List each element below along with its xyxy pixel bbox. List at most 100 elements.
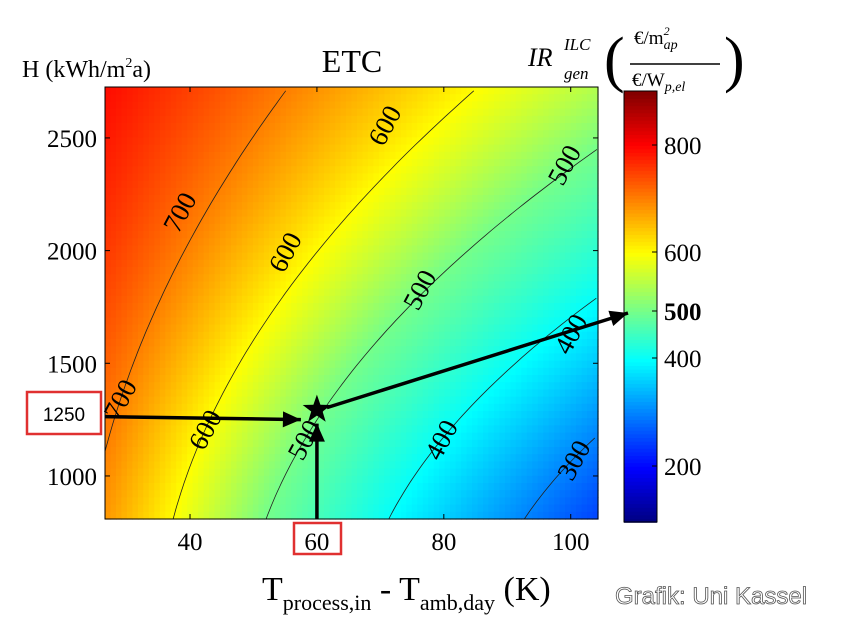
heatmap-cell <box>428 87 435 95</box>
heatmap-cell <box>159 209 166 218</box>
heatmap-cell <box>126 137 133 146</box>
heatmap-cell <box>110 461 117 470</box>
heatmap-cell <box>324 137 331 146</box>
heatmap-cell <box>406 447 413 455</box>
heatmap-cell <box>483 151 490 160</box>
heatmap-cell <box>192 411 199 419</box>
heatmap-cell <box>450 108 457 117</box>
heatmap-cell <box>220 173 227 182</box>
heatmap-cell <box>148 475 155 484</box>
heatmap-cell <box>236 159 243 167</box>
heatmap-cell <box>187 180 194 189</box>
heatmap-cell <box>274 403 281 412</box>
heatmap-cell <box>554 454 561 462</box>
heatmap-cell <box>116 144 123 153</box>
heatmap-cell <box>554 87 561 95</box>
heatmap-cell <box>236 353 243 362</box>
heatmap-cell <box>132 223 139 232</box>
heatmap-cell <box>154 115 161 124</box>
heatmap-cell <box>214 130 221 138</box>
heatmap-cell <box>439 396 446 405</box>
heatmap-cell <box>504 454 511 462</box>
heatmap-cell <box>417 490 424 498</box>
heatmap-cell <box>247 411 254 419</box>
heatmap-cell <box>313 202 320 210</box>
heatmap-cell <box>532 396 539 405</box>
heatmap-cell <box>274 288 281 297</box>
heatmap-cell <box>411 137 418 146</box>
heatmap-cell <box>521 454 528 462</box>
heatmap-cell <box>263 447 270 455</box>
heatmap-cell <box>274 382 281 390</box>
heatmap-cell <box>477 475 484 484</box>
heatmap-cell <box>428 123 435 131</box>
heatmap-cell <box>389 490 396 498</box>
heatmap-cell <box>220 504 227 513</box>
heatmap-cell <box>466 173 473 182</box>
heatmap-cell <box>367 310 374 318</box>
heatmap-cell <box>247 281 254 290</box>
heatmap-cell <box>220 403 227 412</box>
heatmap-cell <box>428 216 435 225</box>
heatmap-cell <box>510 461 517 470</box>
heatmap-cell <box>192 94 199 102</box>
heatmap-cell <box>493 310 500 318</box>
heatmap-cell <box>154 461 161 470</box>
heatmap-cell <box>548 418 555 426</box>
heatmap-cell <box>450 130 457 138</box>
heatmap-cell <box>302 490 309 498</box>
heatmap-cell <box>559 159 566 167</box>
heatmap-cell <box>280 403 287 412</box>
heatmap-cell <box>351 173 358 182</box>
heatmap-cell <box>231 231 238 239</box>
heatmap-cell <box>521 425 528 434</box>
heatmap-cell <box>493 339 500 347</box>
heatmap-cell <box>203 447 210 455</box>
heatmap-cell <box>105 375 112 383</box>
heatmap-cell <box>499 209 506 218</box>
heatmap-cell <box>510 339 517 347</box>
heatmap-cell <box>307 195 314 203</box>
heatmap-cell <box>324 267 331 275</box>
heatmap-cell <box>335 159 342 167</box>
heatmap-cell <box>329 195 336 203</box>
heatmap-cell <box>116 223 123 232</box>
heatmap-cell <box>159 396 166 405</box>
heatmap-cell <box>181 274 188 282</box>
heatmap-cell <box>461 324 468 333</box>
heatmap-cell <box>378 317 385 326</box>
heatmap-cell <box>170 231 177 239</box>
heatmap-cell <box>148 115 155 124</box>
heatmap-cell <box>192 187 199 196</box>
heatmap-cell <box>367 195 374 203</box>
heatmap-cell <box>450 324 457 333</box>
heatmap-cell <box>285 231 292 239</box>
heatmap-cell <box>126 447 133 455</box>
heatmap-cell <box>499 511 506 520</box>
heatmap-cell <box>170 144 177 153</box>
heatmap-cell <box>346 252 353 261</box>
heatmap-cell <box>340 475 347 484</box>
heatmap-cell <box>439 324 446 333</box>
heatmap-cell <box>422 123 429 131</box>
heatmap-cell <box>548 490 555 498</box>
heatmap-cell <box>504 367 511 376</box>
heatmap-cell <box>466 389 473 398</box>
heatmap-cell <box>362 101 369 110</box>
heatmap-cell <box>455 439 462 448</box>
heatmap-cell <box>159 202 166 210</box>
heatmap-cell <box>466 367 473 376</box>
heatmap-cell <box>357 490 364 498</box>
heatmap-cell <box>225 303 232 311</box>
heatmap-cell <box>335 209 342 218</box>
heatmap-cell <box>510 209 517 218</box>
heatmap-cell <box>488 303 495 311</box>
heatmap-cell <box>559 101 566 110</box>
heatmap-cell <box>439 187 446 196</box>
heatmap-cell <box>121 439 128 448</box>
heatmap-cell <box>236 439 243 448</box>
heatmap-cell <box>291 252 298 261</box>
heatmap-cell <box>389 87 396 95</box>
heatmap-cell <box>548 389 555 398</box>
heatmap-cell <box>159 310 166 318</box>
